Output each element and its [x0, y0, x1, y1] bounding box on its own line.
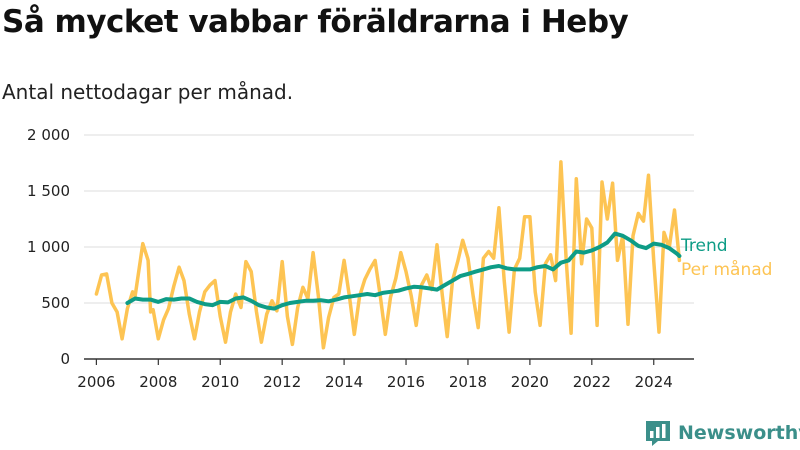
legend-label-trend: Trend	[680, 236, 728, 256]
x-tick-label: 2012	[263, 373, 301, 391]
series-line-trend	[125, 231, 682, 311]
series-line-per-manad	[94, 160, 682, 350]
brand-logo: Newsworthy	[644, 418, 800, 448]
chart-title: Så mycket vabbar föräldrarna i Heby	[2, 4, 629, 40]
y-tick-label: 2 000	[27, 126, 70, 144]
x-tick-label: 2006	[77, 373, 115, 391]
x-tick-label: 2014	[325, 373, 363, 391]
x-tick-label: 2008	[139, 373, 177, 391]
x-tick-label: 2010	[201, 373, 239, 391]
x-tick-label: 2022	[573, 373, 611, 391]
chart-subtitle: Antal nettodagar per månad.	[2, 80, 294, 104]
y-tick-label: 0	[60, 350, 70, 368]
x-tick-label: 2020	[511, 373, 549, 391]
y-tick-label: 1 000	[27, 238, 70, 256]
y-tick-label: 1 500	[27, 182, 70, 200]
bar-chart-logo-icon	[646, 421, 670, 446]
brand-name: Newsworthy	[678, 422, 800, 444]
x-tick-label: 2024	[635, 373, 673, 391]
x-tick-label: 2018	[449, 373, 487, 391]
legend-label-per-manad: Per månad	[681, 259, 772, 280]
y-tick-label: 500	[41, 294, 70, 312]
x-tick-label: 2016	[387, 373, 425, 391]
